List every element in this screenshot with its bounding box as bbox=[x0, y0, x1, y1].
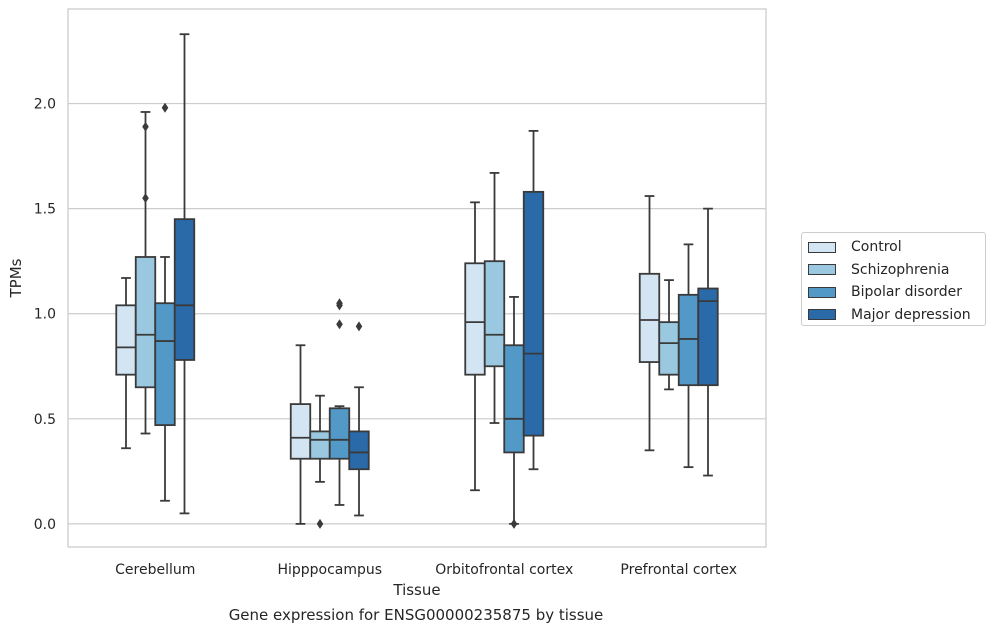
box-schizophrenia bbox=[658, 279, 680, 391]
box-iqr bbox=[134, 256, 157, 389]
box-bipolar-disorder bbox=[677, 243, 700, 469]
box-iqr bbox=[348, 430, 370, 471]
legend-label: Control bbox=[851, 239, 902, 256]
y-tick-label: 1.0 bbox=[34, 307, 56, 323]
legend-swatch bbox=[808, 264, 836, 276]
box-iqr bbox=[483, 260, 506, 368]
legend-swatch bbox=[808, 241, 836, 253]
box-control bbox=[115, 277, 137, 450]
box-iqr bbox=[503, 344, 525, 454]
x-tick-label: Orbitofrontal cortex bbox=[435, 562, 573, 578]
box-iqr bbox=[115, 304, 137, 376]
y-tick-labels: 0.0 0.5 1.0 1.5 2.0 bbox=[34, 97, 56, 533]
legend-item: Control bbox=[808, 236, 985, 259]
box-iqr bbox=[309, 430, 331, 460]
outlier-point bbox=[355, 321, 363, 332]
legend-label: Bipolar disorder bbox=[851, 284, 963, 301]
box-iqr bbox=[677, 293, 700, 387]
legend-item: Schizophrenia bbox=[808, 259, 985, 282]
box-schizophrenia bbox=[483, 172, 506, 424]
x-tick-labels: Cerebellum Hipppocampus Orbitofrontal cort… bbox=[115, 562, 737, 578]
box-iqr bbox=[173, 218, 196, 361]
legend: Control Schizophrenia Bipolar disorder M… bbox=[801, 232, 986, 326]
box-iqr bbox=[697, 287, 719, 387]
legend-swatch bbox=[808, 286, 836, 298]
legend-label: Schizophrenia bbox=[851, 261, 950, 278]
legend-label: Major depression bbox=[851, 306, 971, 323]
y-tick-label: 1.5 bbox=[34, 202, 56, 218]
box-iqr bbox=[658, 321, 680, 376]
box-control bbox=[289, 344, 312, 525]
legend-item: Major depression bbox=[808, 304, 985, 327]
outlier-point bbox=[336, 298, 343, 309]
x-tick-label: Prefrontal cortex bbox=[620, 562, 737, 578]
y-axis-label: TPMs bbox=[7, 258, 25, 298]
x-tick-label: Cerebellum bbox=[115, 562, 195, 578]
outlier-point bbox=[316, 518, 324, 529]
box-major-depression bbox=[173, 33, 196, 515]
box-bipolar-disorder bbox=[328, 298, 351, 506]
box-control bbox=[638, 195, 661, 452]
y-tick-label: 0.0 bbox=[34, 517, 56, 533]
box-iqr bbox=[464, 262, 486, 376]
box-major-depression bbox=[522, 129, 545, 471]
box-major-depression bbox=[697, 207, 719, 477]
legend-item: Bipolar disorder bbox=[808, 281, 985, 304]
box-control bbox=[464, 201, 486, 492]
box-schizophrenia bbox=[309, 394, 331, 529]
box-bipolar-disorder bbox=[503, 296, 525, 529]
y-tick-label: 2.0 bbox=[34, 97, 56, 113]
box-iqr bbox=[522, 190, 545, 437]
box-iqr bbox=[154, 302, 176, 427]
outlier-point bbox=[142, 121, 149, 132]
x-tick-label: Hipppocampus bbox=[277, 562, 382, 578]
legend-swatch bbox=[808, 309, 836, 321]
outlier-point bbox=[142, 193, 149, 204]
box-major-depression bbox=[348, 321, 370, 517]
x-axis-label: Tissue bbox=[392, 581, 440, 599]
figure-caption: Gene expression for ENSG00000235875 by t… bbox=[228, 606, 604, 624]
boxes-layer bbox=[115, 33, 719, 529]
box-schizophrenia bbox=[134, 111, 157, 435]
outlier-point bbox=[336, 319, 343, 330]
outlier-point bbox=[510, 518, 518, 529]
box-iqr bbox=[289, 403, 312, 460]
box-bipolar-disorder bbox=[154, 102, 176, 502]
plot-frame bbox=[67, 8, 767, 548]
outlier-point bbox=[161, 102, 169, 113]
box-iqr bbox=[328, 407, 351, 460]
y-tick-label: 0.5 bbox=[34, 412, 56, 428]
box-iqr bbox=[638, 272, 661, 363]
